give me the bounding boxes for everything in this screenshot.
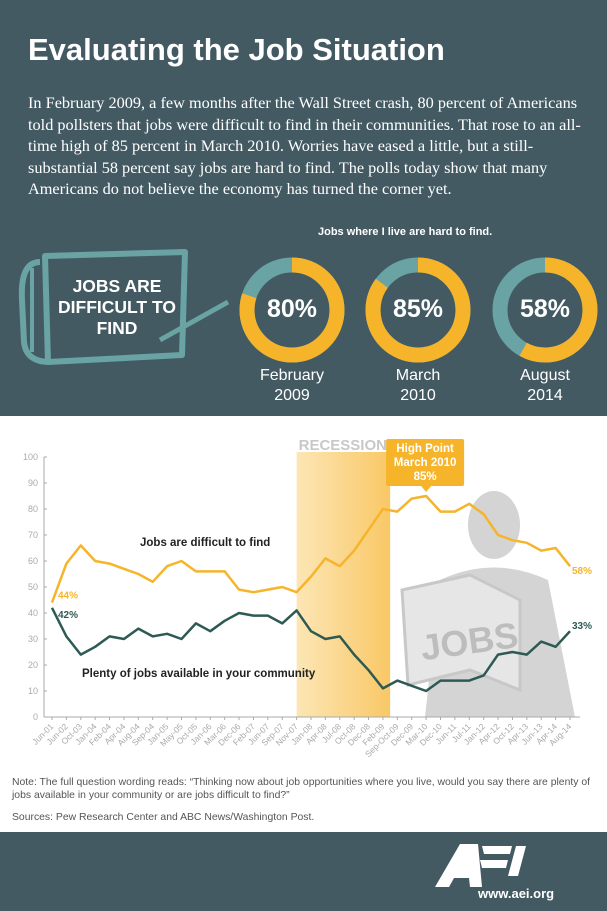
note-text: Note: The full question wording reads: “…	[12, 777, 590, 801]
donut-year: 2014	[527, 387, 563, 404]
series-label: Jobs are difficult to find	[140, 537, 270, 549]
series-start-label: 42%	[58, 610, 78, 621]
donut-label: February 2009	[232, 366, 352, 406]
sign-illustration	[18, 249, 230, 365]
donut-value: 80%	[266, 295, 318, 323]
annotation-text: High Point	[396, 443, 454, 455]
y-tick-label: 20	[28, 660, 38, 670]
intro-text: In February 2009, a few months after the…	[28, 93, 581, 198]
series-label: Plenty of jobs available in your communi…	[82, 668, 316, 680]
sources-text: Sources: Pew Research Center and ABC New…	[12, 812, 315, 823]
recession-label: RECESSION	[299, 437, 387, 454]
recession-band	[296, 452, 391, 717]
head	[468, 491, 520, 559]
y-tick-label: 30	[28, 634, 38, 644]
annotation-text: 85%	[414, 471, 437, 483]
donut-label: March 2010	[358, 366, 478, 406]
donut-charts	[239, 257, 598, 363]
page-title: Evaluating the Job Situation	[28, 32, 445, 67]
y-tick-label: 40	[28, 608, 38, 618]
donut-year: 2009	[274, 387, 310, 404]
y-tick-label: 50	[28, 582, 38, 592]
series-line	[50, 607, 571, 693]
aei-logo	[435, 844, 526, 887]
series-line	[50, 494, 571, 604]
annotation-box	[386, 439, 465, 486]
y-tick-label: 0	[33, 712, 38, 722]
line-chart: RECESSIONJOBS0102030405060708090100Jun-0…	[23, 437, 592, 759]
donut-fill	[365, 257, 471, 363]
footer	[0, 832, 607, 911]
annotation-text: March 2010	[394, 457, 457, 469]
man-reading-newspaper-illustration: JOBS	[400, 491, 575, 717]
footer-url[interactable]: www.aei.org	[478, 886, 555, 901]
y-tick-label: 90	[28, 478, 38, 488]
donut-month: August	[520, 367, 570, 384]
donut-fill	[492, 257, 598, 363]
y-tick-label: 60	[28, 556, 38, 566]
donut-value: 58%	[519, 295, 571, 323]
donut-month: February	[259, 367, 325, 384]
series-end-label: 33%	[572, 621, 592, 632]
donut-month: March	[395, 367, 441, 384]
donut-fill	[239, 257, 345, 363]
series-end-label: 58%	[572, 566, 592, 577]
y-tick-label: 80	[28, 504, 38, 514]
donut-label: August 2014	[485, 366, 605, 406]
donut-heading: Jobs where I live are hard to find.	[318, 226, 493, 238]
y-tick-label: 10	[28, 686, 38, 696]
series-start-label: 44%	[58, 591, 78, 602]
sign-text: JOBS ARE DIFFICULT TO FIND	[58, 276, 176, 338]
y-tick-label: 100	[23, 452, 38, 462]
donut-value: 85%	[392, 295, 444, 323]
y-tick-label: 70	[28, 530, 38, 540]
donut-year: 2010	[400, 387, 436, 404]
annotation-pointer	[421, 486, 432, 492]
